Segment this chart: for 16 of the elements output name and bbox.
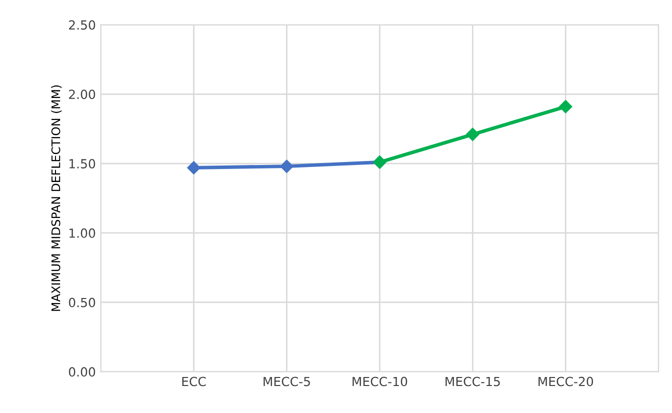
y-tick-label: 1.50: [69, 159, 96, 168]
x-tick-label: MECC-20: [538, 376, 594, 386]
y-axis-title: MAXIMUM MIDSPAN DEFLECTION (MM): [51, 85, 62, 311]
y-tick-label: 2.50: [69, 20, 96, 30]
y-tick-label: 0.50: [68, 298, 96, 308]
x-tick-label: ECC: [182, 376, 206, 386]
point: [559, 100, 572, 114]
x-tick-label: MECC-5: [264, 376, 310, 386]
point: [187, 161, 200, 174]
point: [280, 160, 294, 173]
x-tick-label: MECC-10: [352, 376, 408, 386]
x-tick-label: MECC-15: [446, 376, 500, 386]
y-tick-label: 0.00: [68, 367, 96, 377]
y-tick-label: 2.00: [69, 90, 96, 100]
y-tick-label: 1.00: [69, 228, 96, 238]
point: [466, 128, 480, 141]
